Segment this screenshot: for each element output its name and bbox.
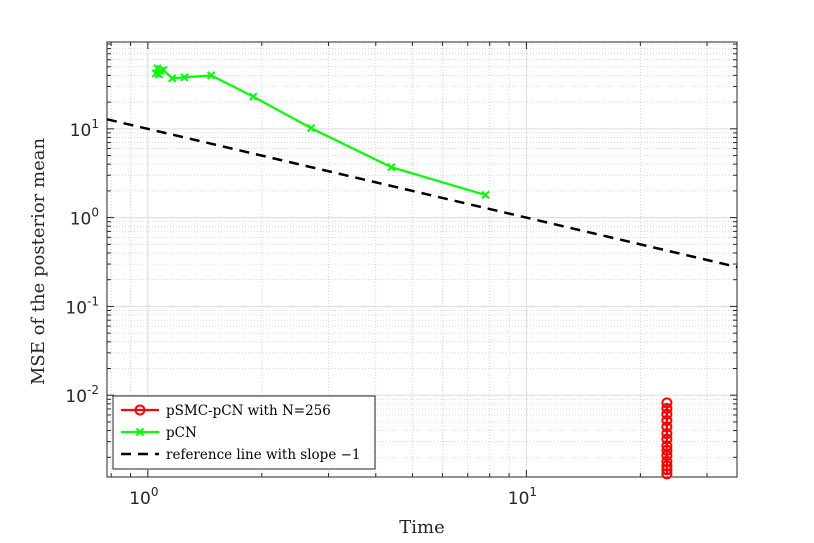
data-point-circle-marker bbox=[661, 468, 673, 480]
data-point-circle-marker bbox=[661, 433, 673, 445]
series-layer bbox=[106, 64, 738, 480]
legend: pSMC-pCN with N=256 pCN reference line wit… bbox=[112, 395, 376, 470]
data-point-circle-marker bbox=[661, 449, 673, 461]
legend-swatch-marker bbox=[135, 427, 145, 437]
series-1 bbox=[151, 64, 490, 200]
data-point-circle-marker bbox=[661, 414, 673, 426]
data-point-circle-marker bbox=[661, 444, 673, 456]
data-point-x-marker bbox=[206, 71, 216, 80]
legend-entry-label: reference line with slope −1 bbox=[166, 447, 361, 463]
data-point-x-marker bbox=[481, 190, 490, 200]
data-point-circle-marker bbox=[661, 464, 673, 476]
plot-frame bbox=[106, 41, 738, 478]
series-2 bbox=[106, 118, 738, 269]
x-axis-label: Time bbox=[399, 517, 444, 538]
data-point-x-marker bbox=[168, 74, 177, 83]
data-point-circle-marker bbox=[661, 402, 673, 414]
data-point-x-marker bbox=[387, 162, 396, 172]
legend-swatch-marker bbox=[134, 404, 146, 416]
data-point-x-marker bbox=[306, 123, 316, 133]
data-point-circle-marker bbox=[661, 428, 673, 440]
data-point-circle-marker bbox=[661, 408, 673, 420]
data-point-x-marker bbox=[159, 65, 168, 75]
legend-entry-label: pCN bbox=[166, 425, 197, 441]
series-0 bbox=[661, 397, 673, 480]
legend-entry-label: pSMC-pCN with N=256 bbox=[166, 403, 331, 419]
series-line bbox=[106, 118, 738, 269]
data-point-x-marker bbox=[249, 92, 258, 101]
data-point-x-marker bbox=[180, 73, 189, 82]
y-axis-label: MSE of the posterior mean bbox=[28, 138, 49, 386]
data-point-circle-marker bbox=[661, 421, 673, 433]
data-point-circle-marker bbox=[661, 397, 673, 409]
